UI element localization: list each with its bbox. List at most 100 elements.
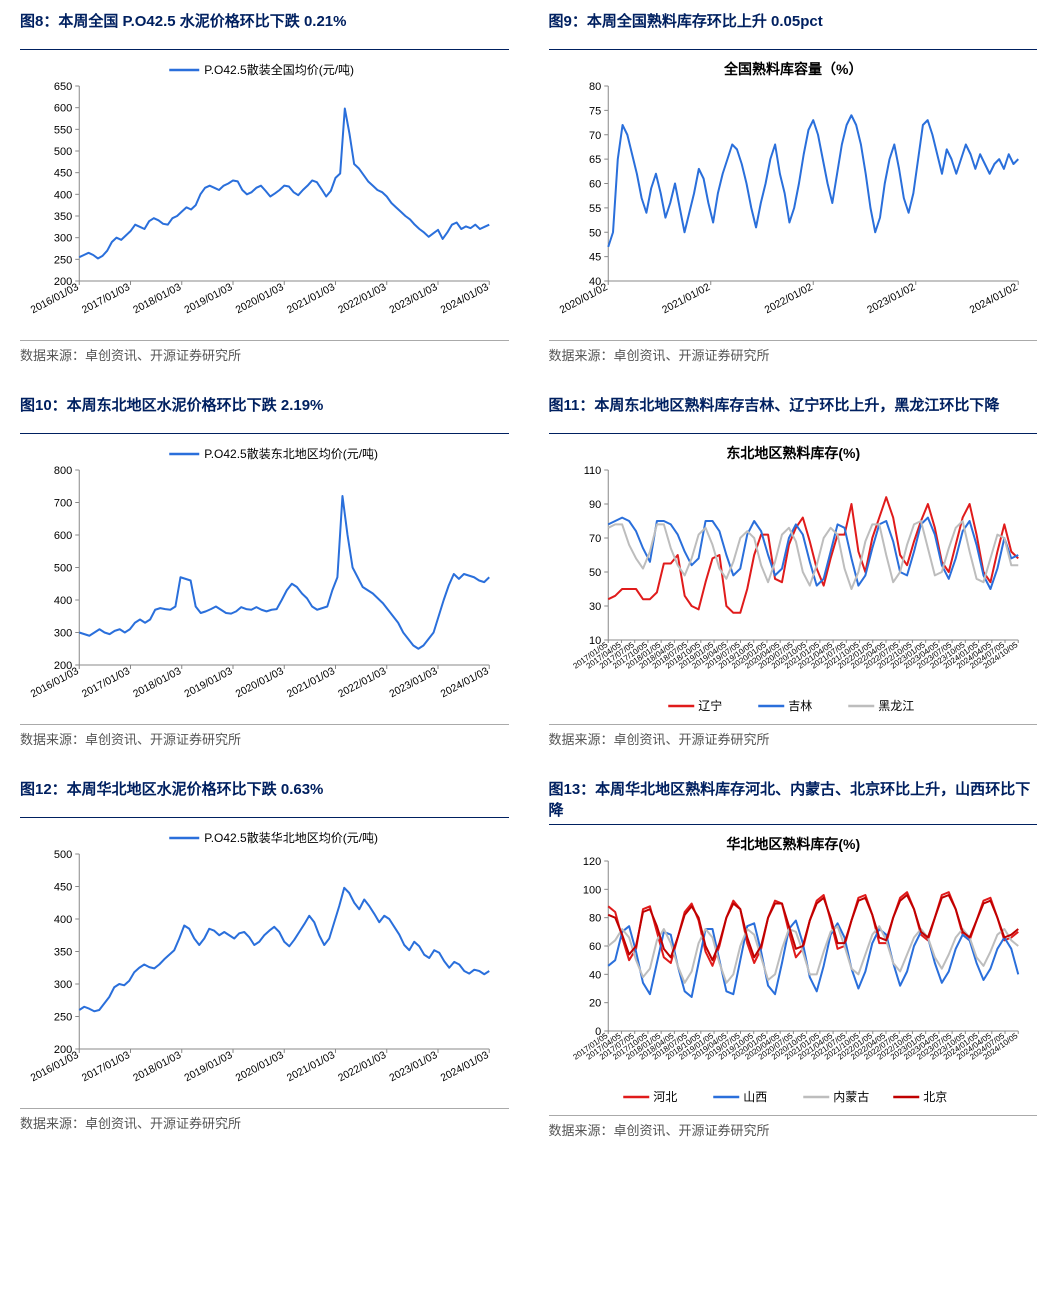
source-11: 数据来源：卓创资讯、开源证券研究所 bbox=[549, 724, 1038, 748]
svg-text:80: 80 bbox=[589, 81, 601, 93]
svg-text:250: 250 bbox=[54, 254, 72, 266]
svg-text:2024/01/03: 2024/01/03 bbox=[439, 281, 491, 316]
svg-text:山西: 山西 bbox=[743, 1090, 767, 1104]
chart-11: 东北地区熟料库存(%)10305070901102017/01/052017/0… bbox=[549, 440, 1038, 720]
svg-text:2019/01/03: 2019/01/03 bbox=[182, 1049, 234, 1084]
svg-text:55: 55 bbox=[589, 203, 601, 215]
svg-text:600: 600 bbox=[54, 530, 72, 542]
svg-text:2020/01/03: 2020/01/03 bbox=[234, 1049, 286, 1084]
svg-text:2020/01/03: 2020/01/03 bbox=[234, 281, 286, 316]
chart-13: 华北地区熟料库存(%)0204060801001202017/01/052017… bbox=[549, 831, 1038, 1111]
svg-text:650: 650 bbox=[54, 81, 72, 93]
svg-text:75: 75 bbox=[589, 105, 601, 117]
svg-text:450: 450 bbox=[54, 882, 72, 894]
svg-text:20: 20 bbox=[589, 998, 601, 1010]
svg-text:500: 500 bbox=[54, 849, 72, 861]
svg-text:700: 700 bbox=[54, 498, 72, 510]
svg-text:吉林: 吉林 bbox=[788, 699, 812, 713]
svg-text:P.O42.5散装华北地区均价(元/吨): P.O42.5散装华北地区均价(元/吨) bbox=[204, 830, 378, 845]
svg-text:2024/01/03: 2024/01/03 bbox=[439, 1049, 491, 1084]
svg-text:400: 400 bbox=[54, 914, 72, 926]
svg-text:450: 450 bbox=[54, 168, 72, 180]
svg-text:300: 300 bbox=[54, 233, 72, 245]
svg-text:100: 100 bbox=[582, 884, 600, 896]
svg-text:40: 40 bbox=[589, 969, 601, 981]
svg-text:500: 500 bbox=[54, 563, 72, 575]
svg-text:2024/01/02: 2024/01/02 bbox=[967, 281, 1019, 316]
svg-text:250: 250 bbox=[54, 1012, 72, 1024]
svg-text:120: 120 bbox=[582, 856, 600, 868]
svg-text:30: 30 bbox=[589, 601, 601, 613]
svg-text:65: 65 bbox=[589, 154, 601, 166]
svg-text:2019/01/03: 2019/01/03 bbox=[182, 281, 234, 316]
svg-text:70: 70 bbox=[589, 533, 601, 545]
svg-text:350: 350 bbox=[54, 211, 72, 223]
svg-text:50: 50 bbox=[589, 567, 601, 579]
panel-13: 图13：本周华北地区熟料库存河北、内蒙古、北京环比上升，山西环比下降 华北地区熟… bbox=[549, 778, 1038, 1139]
title-11: 图11：本周东北地区熟料库存吉林、辽宁环比上升，黑龙江环比下降 bbox=[549, 394, 1038, 434]
svg-text:2020/01/03: 2020/01/03 bbox=[234, 665, 286, 700]
panel-10: 图10：本周东北地区水泥价格环比下跌 2.19% P.O42.5散装东北地区均价… bbox=[20, 394, 509, 748]
title-13: 图13：本周华北地区熟料库存河北、内蒙古、北京环比上升，山西环比下降 bbox=[549, 778, 1038, 825]
svg-text:80: 80 bbox=[589, 913, 601, 925]
svg-text:2023/01/03: 2023/01/03 bbox=[387, 665, 439, 700]
svg-text:黑龙江: 黑龙江 bbox=[878, 699, 914, 713]
svg-text:P.O42.5散装全国均价(元/吨): P.O42.5散装全国均价(元/吨) bbox=[204, 62, 354, 77]
svg-text:2023/01/03: 2023/01/03 bbox=[387, 1049, 439, 1084]
svg-text:300: 300 bbox=[54, 628, 72, 640]
title-8: 图8：本周全国 P.O42.5 水泥价格环比下跌 0.21% bbox=[20, 10, 509, 50]
panel-12: 图12：本周华北地区水泥价格环比下跌 0.63% P.O42.5散装华北地区均价… bbox=[20, 778, 509, 1139]
svg-text:2022/01/02: 2022/01/02 bbox=[762, 281, 814, 316]
svg-text:550: 550 bbox=[54, 124, 72, 136]
svg-text:2018/01/03: 2018/01/03 bbox=[131, 665, 183, 700]
svg-text:600: 600 bbox=[54, 103, 72, 115]
svg-text:2018/01/03: 2018/01/03 bbox=[131, 1049, 183, 1084]
svg-text:500: 500 bbox=[54, 146, 72, 158]
svg-text:2018/01/03: 2018/01/03 bbox=[131, 281, 183, 316]
svg-text:2017/01/03: 2017/01/03 bbox=[80, 665, 132, 700]
svg-text:2017/01/03: 2017/01/03 bbox=[80, 281, 132, 316]
svg-text:60: 60 bbox=[589, 179, 601, 191]
svg-text:70: 70 bbox=[589, 130, 601, 142]
svg-text:60: 60 bbox=[589, 941, 601, 953]
title-12: 图12：本周华北地区水泥价格环比下跌 0.63% bbox=[20, 778, 509, 818]
panel-11: 图11：本周东北地区熟料库存吉林、辽宁环比上升，黑龙江环比下降 东北地区熟料库存… bbox=[549, 394, 1038, 748]
source-9: 数据来源：卓创资讯、开源证券研究所 bbox=[549, 340, 1038, 364]
svg-text:2021/01/03: 2021/01/03 bbox=[285, 665, 337, 700]
chart-10: P.O42.5散装东北地区均价(元/吨)20030040050060070080… bbox=[20, 440, 509, 720]
svg-text:45: 45 bbox=[589, 252, 601, 264]
svg-text:河北: 河北 bbox=[653, 1090, 677, 1104]
panel-9: 图9：本周全国熟料库存环比上升 0.05pct 全国熟料库容量（%）404550… bbox=[549, 10, 1038, 364]
svg-text:P.O42.5散装东北地区均价(元/吨): P.O42.5散装东北地区均价(元/吨) bbox=[204, 446, 378, 461]
chart-grid: 图8：本周全国 P.O42.5 水泥价格环比下跌 0.21% P.O42.5散装… bbox=[20, 10, 1037, 1139]
svg-text:2023/01/02: 2023/01/02 bbox=[865, 281, 917, 316]
svg-text:东北地区熟料库存(%): 东北地区熟料库存(%) bbox=[726, 445, 860, 461]
svg-text:2024/01/03: 2024/01/03 bbox=[439, 665, 491, 700]
source-13: 数据来源：卓创资讯、开源证券研究所 bbox=[549, 1115, 1038, 1139]
svg-text:全国熟料库容量（%）: 全国熟料库容量（%） bbox=[723, 61, 862, 77]
svg-text:2022/01/03: 2022/01/03 bbox=[336, 281, 388, 316]
svg-text:辽宁: 辽宁 bbox=[698, 698, 722, 713]
svg-text:2023/01/03: 2023/01/03 bbox=[387, 281, 439, 316]
svg-text:华北地区熟料库存(%): 华北地区熟料库存(%) bbox=[726, 836, 860, 852]
svg-text:800: 800 bbox=[54, 465, 72, 477]
source-12: 数据来源：卓创资讯、开源证券研究所 bbox=[20, 1108, 509, 1132]
title-9: 图9：本周全国熟料库存环比上升 0.05pct bbox=[549, 10, 1038, 50]
svg-text:2019/01/03: 2019/01/03 bbox=[182, 665, 234, 700]
title-10: 图10：本周东北地区水泥价格环比下跌 2.19% bbox=[20, 394, 509, 434]
chart-9: 全国熟料库容量（%）4045505560657075802020/01/0220… bbox=[549, 56, 1038, 336]
svg-text:北京: 北京 bbox=[923, 1090, 947, 1104]
source-10: 数据来源：卓创资讯、开源证券研究所 bbox=[20, 724, 509, 748]
svg-text:350: 350 bbox=[54, 947, 72, 959]
svg-text:2021/01/03: 2021/01/03 bbox=[285, 1049, 337, 1084]
svg-text:110: 110 bbox=[583, 465, 601, 477]
source-8: 数据来源：卓创资讯、开源证券研究所 bbox=[20, 340, 509, 364]
svg-text:2020/01/02: 2020/01/02 bbox=[557, 281, 609, 316]
svg-text:90: 90 bbox=[589, 499, 601, 511]
svg-text:2021/01/02: 2021/01/02 bbox=[660, 281, 712, 316]
svg-text:2021/01/03: 2021/01/03 bbox=[285, 281, 337, 316]
chart-8: P.O42.5散装全国均价(元/吨)2002503003504004505005… bbox=[20, 56, 509, 336]
panel-8: 图8：本周全国 P.O42.5 水泥价格环比下跌 0.21% P.O42.5散装… bbox=[20, 10, 509, 364]
svg-text:内蒙古: 内蒙古 bbox=[833, 1089, 869, 1104]
svg-text:2017/01/03: 2017/01/03 bbox=[80, 1049, 132, 1084]
